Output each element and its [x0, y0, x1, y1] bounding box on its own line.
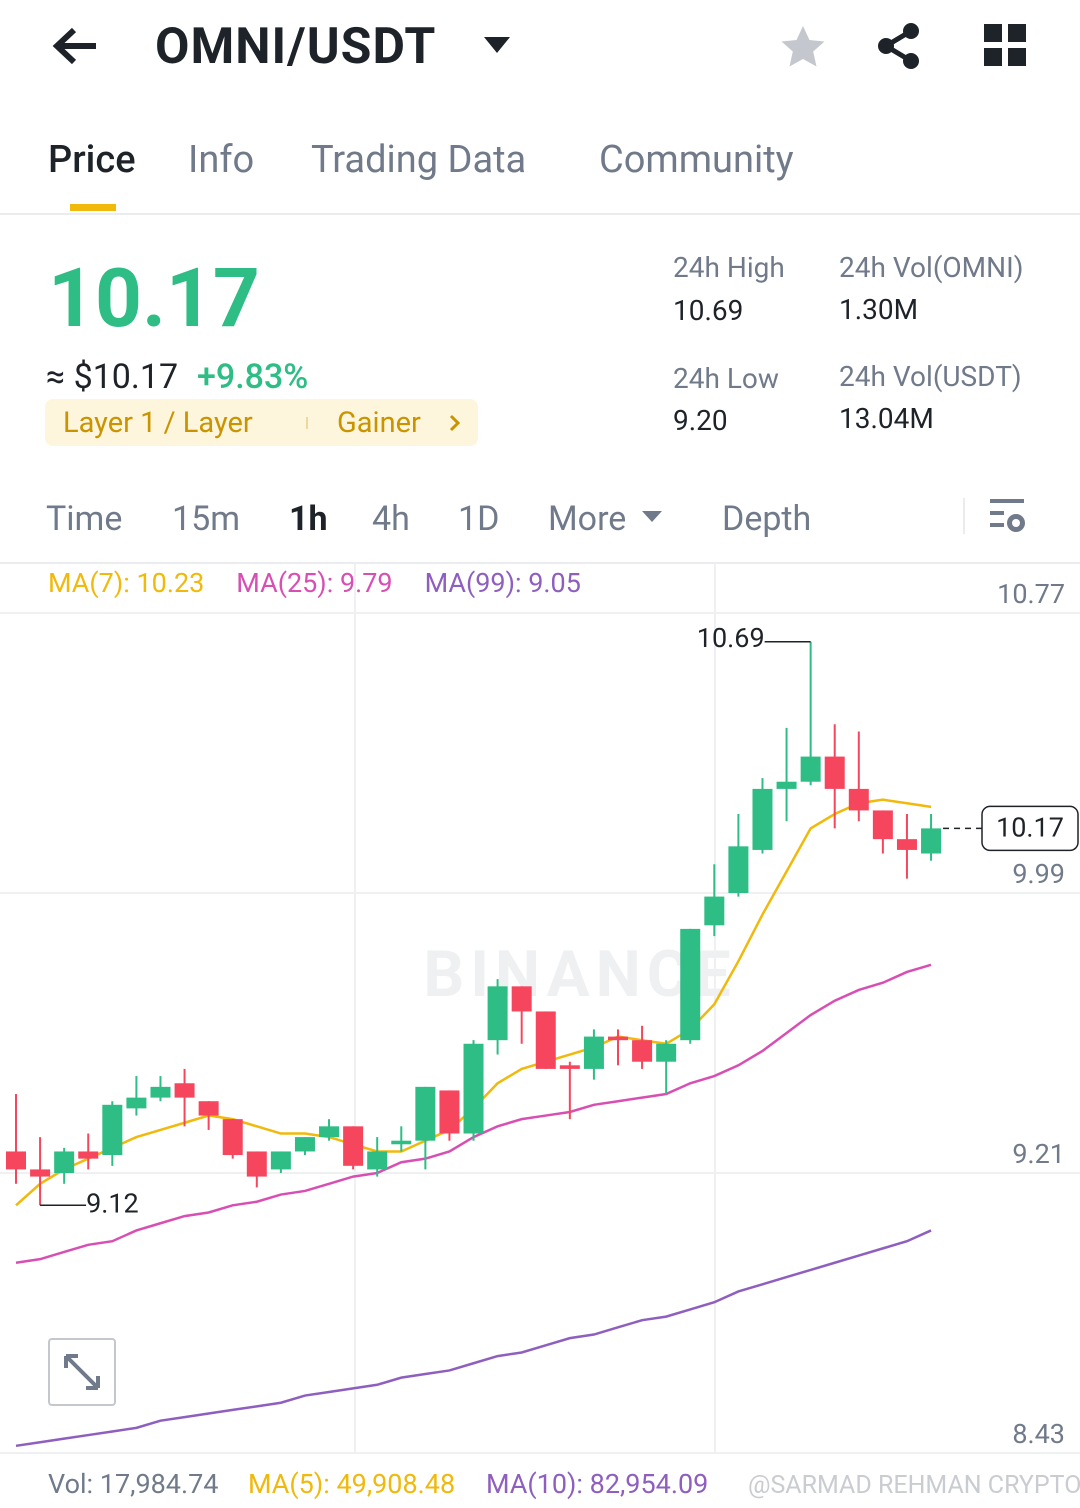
candle-body [198, 1101, 219, 1116]
candle-body [511, 986, 532, 1012]
volume: Vol: 17,984.74 [48, 1468, 219, 1500]
price-change: +9.83% [197, 357, 309, 397]
candle-body [921, 828, 942, 854]
volume-ma: MA(5): 49,908.48 [248, 1468, 456, 1500]
candle-body [487, 986, 508, 1041]
stat-value: 1.30M [839, 293, 919, 326]
stat-value: 13.04M [839, 402, 934, 435]
interval[interactable]: 1D [458, 499, 500, 539]
last-price-label: 10.17 [996, 812, 1064, 844]
y-tick-label: 10.77 [997, 578, 1065, 610]
candle-body [30, 1169, 51, 1177]
candle-body [872, 810, 893, 840]
interval[interactable]: 15m [172, 499, 241, 539]
y-tick-label: 9.21 [1012, 1138, 1065, 1170]
candle-body [559, 1065, 580, 1069]
chart-watermark: BINANCE [423, 937, 736, 1012]
y-tick-label: 8.43 [1012, 1418, 1065, 1450]
candle-body [463, 1043, 484, 1134]
last-price: 10.17 [48, 251, 260, 347]
tag[interactable]: Layer 1 / Layer [63, 406, 253, 440]
ma-legend: MA(99): 9.05 [425, 567, 581, 599]
y-tick-label: 9.99 [1012, 858, 1065, 890]
stat-label: 24h Low [673, 362, 779, 395]
candle-body [150, 1086, 171, 1098]
divider [0, 562, 1080, 564]
low-label: 9.12 [86, 1187, 139, 1219]
divider [0, 213, 1080, 215]
candle-body [752, 788, 773, 850]
pair-title[interactable]: OMNI/USDT [155, 18, 437, 76]
candle-body [54, 1151, 75, 1173]
candle-body [608, 1036, 628, 1041]
tab[interactable]: Info [188, 138, 255, 182]
usd-price: ≈ $10.17 [46, 357, 179, 397]
pair-dropdown[interactable] [482, 34, 512, 56]
candle-body [439, 1090, 460, 1134]
favorite-star[interactable] [780, 24, 826, 70]
stat-value: 9.20 [673, 404, 728, 437]
ma-line [15, 1229, 932, 1448]
candle-body [656, 1043, 677, 1062]
candle-body [102, 1104, 123, 1156]
candle-body [367, 1151, 388, 1170]
interval[interactable]: Time [46, 499, 123, 539]
candle-body [776, 781, 797, 789]
candle-body [319, 1126, 340, 1138]
stat-value: 10.69 [673, 294, 744, 327]
candle-body [632, 1040, 653, 1062]
candle-body [294, 1137, 315, 1152]
candle-body [704, 896, 725, 926]
candle-body [391, 1140, 412, 1145]
back-button[interactable] [50, 25, 100, 67]
candle-body [415, 1086, 436, 1141]
last-price-box [981, 805, 1079, 852]
separator [963, 498, 965, 534]
interval[interactable]: Depth [722, 499, 812, 539]
tab[interactable]: Price [48, 138, 136, 182]
tag-box[interactable] [45, 399, 478, 446]
ma-legend: MA(25): 9.79 [236, 567, 392, 599]
menu-grid[interactable] [984, 24, 1028, 68]
candle-body [728, 846, 749, 893]
share-button[interactable] [876, 22, 922, 70]
candle-body [535, 1011, 556, 1069]
stat-label: 24h Vol(USDT) [839, 360, 1022, 393]
candle-body [896, 839, 917, 850]
candle-body [680, 928, 701, 1041]
watermark-credit: @SARMAD REHMAN CRYPTO [748, 1471, 1080, 1500]
candle-body [848, 788, 869, 811]
stat-label: 24h High [673, 251, 785, 284]
tab[interactable]: Trading Data [311, 138, 527, 182]
candle-body [174, 1083, 195, 1098]
volume-ma: MA(10): 82,954.09 [486, 1468, 709, 1500]
candle-body [126, 1097, 147, 1109]
tab-indicator [70, 204, 116, 211]
tag-separator [306, 417, 308, 429]
candle-body [222, 1119, 243, 1156]
candle-body [78, 1151, 99, 1159]
candle-body [246, 1151, 267, 1177]
interval[interactable]: 4h [372, 499, 410, 539]
candle-body [6, 1151, 26, 1170]
ma-legend: MA(7): 10.23 [48, 567, 204, 599]
candle-body [824, 756, 845, 789]
candle-body [800, 756, 821, 782]
chevron [449, 414, 461, 432]
interval[interactable]: 1h [289, 499, 328, 539]
chart-settings[interactable] [988, 497, 1028, 537]
candle-body [343, 1126, 364, 1166]
more-caret [642, 511, 662, 522]
interval[interactable]: More [548, 499, 627, 539]
tag[interactable]: Gainer [337, 406, 421, 440]
stat-label: 24h Vol(OMNI) [839, 251, 1024, 284]
expand-button[interactable] [48, 1338, 116, 1406]
candle-body [270, 1151, 291, 1170]
candle-body [583, 1036, 604, 1069]
chart: 10.77 9.99 9.21 8.43 BINANCE MA(7): 10.23 MA(2… [0, 563, 1080, 1454]
tab[interactable]: Community [599, 138, 794, 182]
high-label: 10.69 [697, 622, 765, 654]
